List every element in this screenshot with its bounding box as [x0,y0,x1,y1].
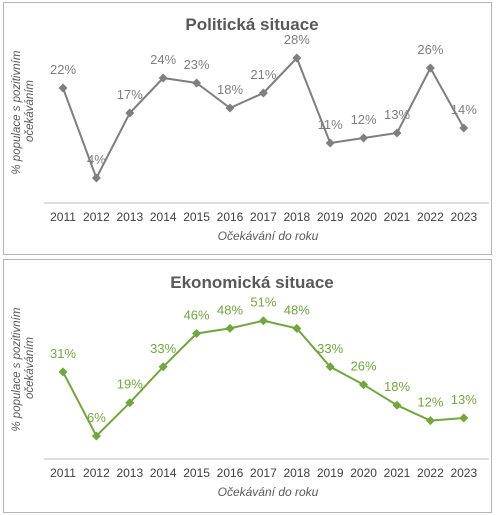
x-tick-label-2016: 2016 [217,466,244,480]
data-point-2022 [425,63,435,73]
data-label-2019: 11% [318,117,343,132]
data-point-2021 [392,400,402,410]
data-point-2014 [158,73,168,83]
x-tick-label-2021: 2021 [384,210,411,224]
chart-ekonomicka-situace: Ekonomická situace % populace s pozitivn… [3,259,492,513]
data-label-2020: 12% [351,112,377,127]
x-tick-label-2022: 2022 [417,210,444,224]
data-label-2017: 21% [250,67,276,82]
x-tick-labels: 2011 2012 2013 2014 2015 2016 2017 2018 2019 2020… [50,210,477,224]
data-label-2016: 48% [217,302,243,317]
data-point-2023 [459,413,469,423]
data-point-2016 [225,323,235,333]
data-label-2012: 4% [87,152,106,167]
data-markers [58,53,469,183]
data-label-2016: 18% [217,82,243,97]
y-axis-label-line-1: % populace s pozitivním [11,307,23,431]
data-point-2020 [359,380,369,390]
x-tick-label-2015: 2015 [183,210,210,224]
x-tick-label-2011: 2011 [50,466,76,480]
data-markers [58,316,469,441]
data-point-2023 [459,123,469,133]
x-tick-label-2013: 2013 [116,210,143,224]
chart-svg-ekonomicka: Ekonomická situace % populace s pozitivn… [11,273,489,499]
x-tick-label-2014: 2014 [150,466,177,480]
x-tick-label-2019: 2019 [317,466,344,480]
data-point-2018 [292,323,302,333]
x-tick-label-2023: 2023 [450,466,477,480]
y-axis-label: % populace s pozitivním očekáváním [11,47,36,174]
x-tick-label-2021: 2021 [384,466,411,480]
data-label-2018: 48% [284,302,310,317]
data-label-2021: 18% [384,379,410,394]
data-label-2023: 13% [451,392,477,407]
data-point-2015 [192,329,202,338]
data-label-2022: 26% [417,42,443,57]
x-tick-label-2011: 2011 [50,210,76,224]
data-point-2020 [359,133,369,143]
data-point-2016 [225,103,235,113]
x-tick-label-2012: 2012 [83,466,110,480]
x-tick-label-2018: 2018 [283,210,310,224]
data-label-2011: 31% [50,346,76,361]
data-label-2012: 6% [87,410,106,425]
data-label-2015: 23% [184,57,210,72]
data-label-2022: 12% [417,395,443,410]
y-axis-label-line-2: očekáváním [24,80,36,142]
data-label-2021: 13% [384,107,410,122]
x-axis-label: Očekávání do roku [218,485,319,499]
data-label-2019: 33% [317,341,343,356]
chart-title: Politická situace [185,15,318,34]
data-label-2018: 28% [284,32,310,47]
data-point-2019 [325,362,335,372]
data-label-2020: 26% [351,359,377,374]
y-axis-label-line-2: očekáváním [24,337,36,399]
data-label-2014: 24% [150,52,176,67]
data-labels: 31% 6% 19% 33% 46% 48% 51% 48% 33% 26% 18% 12% 13% [50,295,477,425]
x-tick-label-2014: 2014 [150,210,177,224]
x-tick-label-2013: 2013 [116,466,143,480]
data-label-2013: 17% [117,87,143,102]
data-point-2011 [58,367,68,377]
data-point-2017 [258,316,268,326]
data-point-2013 [125,398,135,408]
x-axis-label: Očekávání do roku [218,229,319,243]
data-point-2015 [192,78,202,88]
data-label-2011: 22% [50,62,76,77]
data-point-2019 [325,138,335,148]
chart-svg-politicka: Politická situace % populace s pozitivní… [11,15,489,243]
data-point-2022 [425,416,435,426]
data-point-2021 [392,128,402,138]
x-tick-label-2017: 2017 [250,466,277,480]
data-point-2011 [58,83,68,93]
x-tick-label-2018: 2018 [283,466,310,480]
data-label-2015: 46% [184,308,210,323]
x-tick-label-2015: 2015 [183,466,210,480]
data-point-2012 [91,431,101,441]
x-tick-label-2022: 2022 [417,466,444,480]
x-tick-label-2016: 2016 [217,210,244,224]
y-axis-label: % populace s pozitivním očekáváním [11,304,36,431]
data-label-2014: 33% [150,341,176,356]
data-label-2023: 14% [451,102,477,117]
x-tick-labels: 2011 2012 2013 2014 2015 2016 2017 2018 2019 2020… [50,466,477,480]
chart-title: Ekonomická situace [170,273,333,292]
data-labels: 22% 4% 17% 24% 23% 18% 21% 28% 11% 12% 13% 26% 14% [50,32,477,167]
data-label-2017: 51% [250,295,276,310]
data-point-2018 [292,53,302,63]
x-tick-label-2019: 2019 [317,210,344,224]
x-tick-label-2020: 2020 [350,210,377,224]
chart-politicka-situace: Politická situace % populace s pozitivní… [3,2,492,255]
x-tick-label-2017: 2017 [250,210,277,224]
data-point-2017 [258,88,268,98]
data-label-2013: 19% [117,377,143,392]
x-tick-label-2023: 2023 [450,210,477,224]
x-tick-label-2012: 2012 [83,210,110,224]
x-tick-label-2020: 2020 [350,466,377,480]
data-point-2012 [91,173,101,183]
data-point-2014 [158,362,168,372]
data-point-2013 [125,108,135,118]
y-axis-label-line-1: % populace s pozitivním [11,50,23,174]
